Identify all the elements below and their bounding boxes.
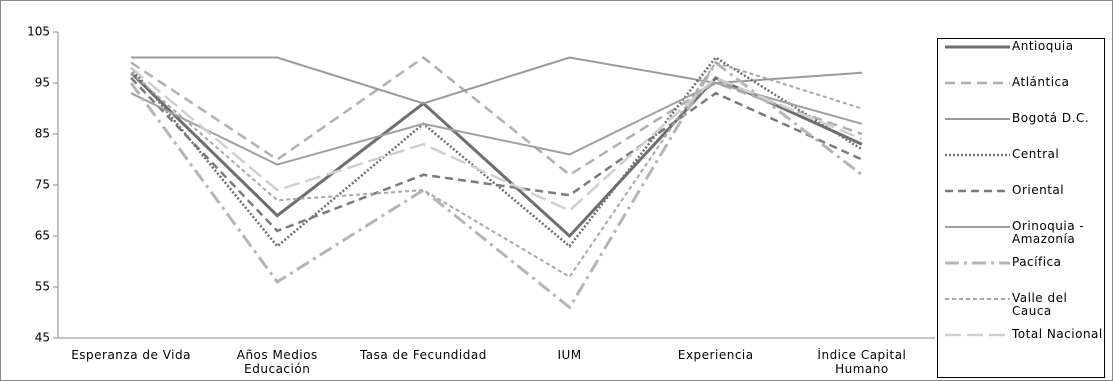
legend-label: Central bbox=[1012, 148, 1060, 161]
x-tick-label: Tasa de Fecundidad bbox=[359, 348, 487, 362]
legend-label: Atlántica bbox=[1012, 76, 1070, 89]
y-tick-label: 75 bbox=[35, 178, 50, 192]
legend-label: Total Nacional bbox=[1012, 328, 1103, 341]
legend-label: Oriental bbox=[1012, 184, 1065, 197]
legend-label: Orinoquia - Amazonía bbox=[1012, 220, 1085, 246]
legend-label-box: Bogotá D.C. bbox=[1012, 112, 1090, 125]
x-tick-label: Índice Capital Humano bbox=[817, 348, 907, 376]
legend-label-box: Pacífica bbox=[1012, 256, 1062, 269]
series-line bbox=[129, 60, 863, 310]
legend-label: Pacífica bbox=[1012, 256, 1062, 269]
legend-label-box: Oriental bbox=[1012, 184, 1065, 197]
legend-label: Bogotá D.C. bbox=[1012, 112, 1090, 125]
x-tick-label: Esperanza de Vida bbox=[71, 348, 191, 362]
legend-label-box: Atlántica bbox=[1012, 76, 1070, 89]
y-tick-label: 85 bbox=[35, 127, 50, 141]
legend-label-box: Valle del Cauca bbox=[1012, 292, 1068, 318]
series-line bbox=[130, 77, 863, 233]
series-line bbox=[130, 55, 863, 177]
x-tick-label-box: Años Medios Educación bbox=[236, 348, 318, 376]
x-tick-label-box: Tasa de Fecundidad bbox=[359, 348, 487, 362]
x-tick-label: Experiencia bbox=[677, 348, 754, 362]
series-line bbox=[130, 66, 863, 212]
series-line bbox=[130, 81, 863, 166]
legend-label-box: Orinoquia - Amazonía bbox=[1012, 220, 1085, 246]
y-tick-label: 55 bbox=[35, 280, 50, 294]
legend-label-box: Antioquia bbox=[1012, 40, 1074, 53]
y-tick-label: 45 bbox=[35, 331, 50, 345]
legend-label: Valle del Cauca bbox=[1012, 292, 1068, 318]
legend-label-box: Total Nacional bbox=[1012, 328, 1103, 341]
legend-label-box: Central bbox=[1012, 148, 1060, 161]
x-tick-label-box: Experiencia bbox=[677, 348, 754, 362]
x-tick-label-box: Índice Capital Humano bbox=[817, 348, 907, 376]
y-tick-label: 95 bbox=[35, 76, 50, 90]
legend-label: Antioquia bbox=[1012, 40, 1074, 53]
legend-box bbox=[937, 38, 1105, 378]
x-tick-label-box: Esperanza de Vida bbox=[71, 348, 191, 362]
y-tick-label: 105 bbox=[27, 25, 50, 39]
series-line bbox=[130, 61, 863, 279]
x-tick-label-box: IUM bbox=[557, 348, 582, 362]
x-tick-label: IUM bbox=[557, 348, 582, 362]
series-line bbox=[130, 55, 863, 248]
x-tick-label: Años Medios Educación bbox=[236, 348, 318, 376]
y-tick-label: 65 bbox=[35, 229, 50, 243]
